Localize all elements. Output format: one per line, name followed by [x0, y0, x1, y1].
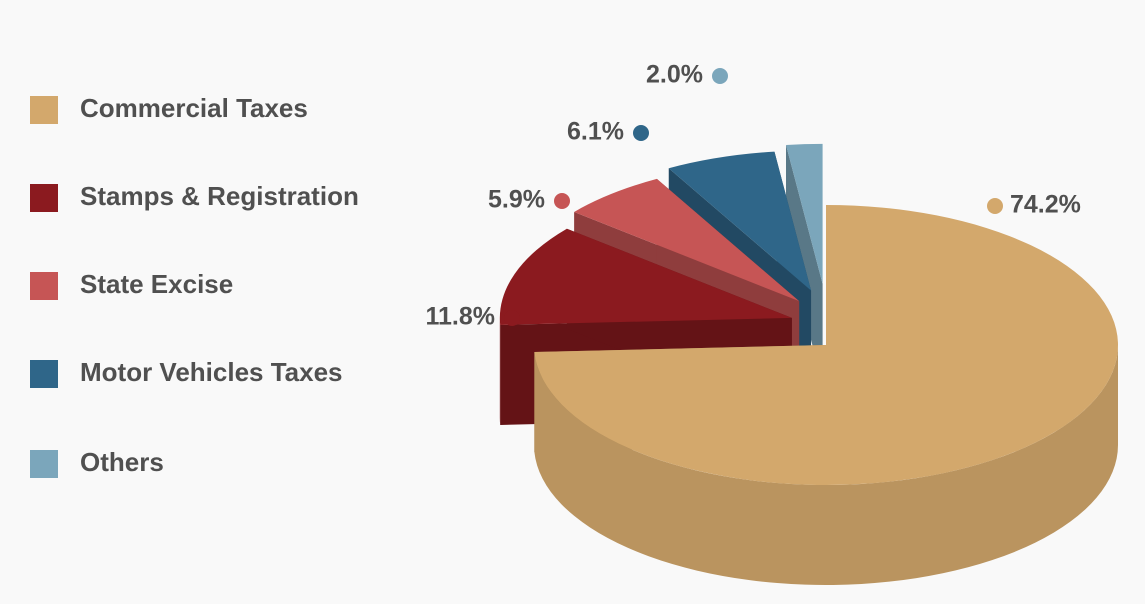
- value-label: 5.9%: [488, 186, 545, 214]
- label-dot: [987, 198, 1003, 214]
- slice-top: [786, 143, 823, 284]
- legend-label: Motor Vehicles Taxes: [80, 357, 343, 387]
- legend-label: State Excise: [80, 269, 233, 299]
- value-label: 74.2%: [1010, 191, 1081, 219]
- value-label: 2.0%: [646, 61, 703, 89]
- label-dot: [633, 125, 649, 141]
- legend-label: Commercial Taxes: [80, 93, 308, 123]
- label-dot: [504, 310, 520, 326]
- legend-swatch: [30, 360, 58, 388]
- label-dot: [554, 193, 570, 209]
- value-label: 11.8%: [425, 303, 495, 331]
- label-dot: [712, 68, 728, 84]
- pie-slice: [786, 143, 823, 384]
- legend-swatch: [30, 450, 58, 478]
- slice-side: [534, 345, 1118, 585]
- slice-top: [534, 205, 1118, 485]
- pie-slice: [534, 205, 1118, 585]
- legend-swatch: [30, 272, 58, 300]
- slice-top: [499, 228, 792, 325]
- slice-top: [574, 178, 800, 302]
- legend-label: Stamps & Registration: [80, 181, 359, 211]
- legend-swatch: [30, 184, 58, 212]
- slice-top: [668, 151, 812, 291]
- legend-label: Others: [80, 447, 164, 477]
- value-label: 6.1%: [567, 118, 624, 146]
- legend-swatch: [30, 96, 58, 124]
- slice-face: [786, 144, 823, 384]
